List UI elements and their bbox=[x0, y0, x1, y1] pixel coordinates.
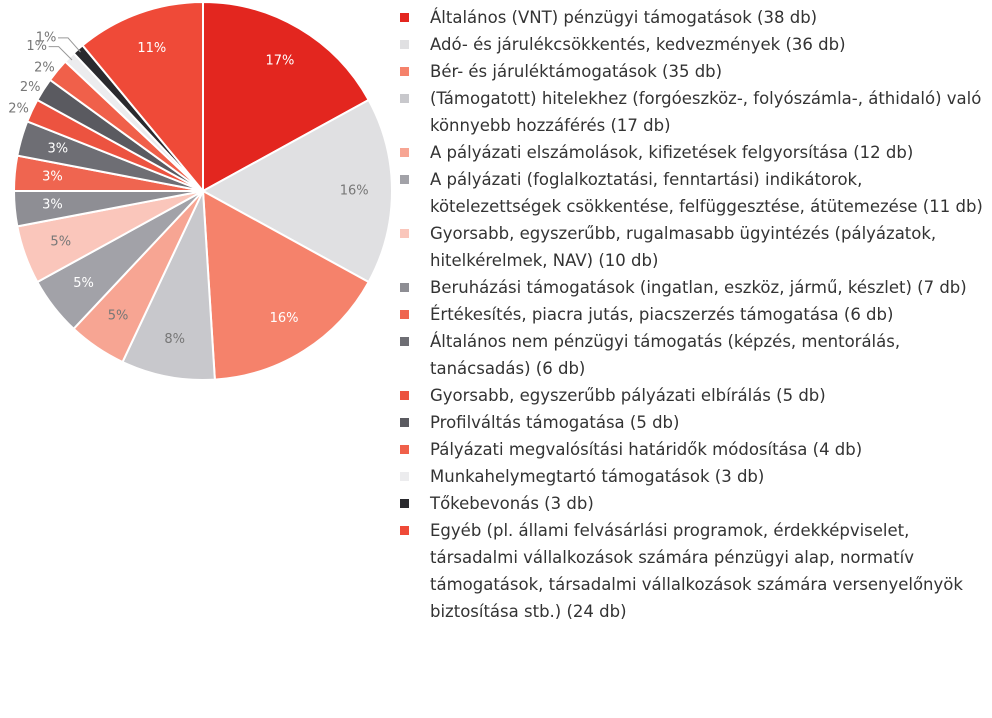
legend-item: Profilváltás támogatása (5 db) bbox=[396, 409, 988, 436]
pie-slice bbox=[81, 0, 204, 194]
legend-item: Adó- és járulékcsökkentés, kedvezmények … bbox=[396, 31, 988, 58]
slice-label: 11% bbox=[137, 41, 166, 56]
pie-chart: 17% 16% 16% 8% 5% 5% 5% 3% 3% 3% 2% 2% 2% 1%1% 11% bbox=[8, 0, 393, 381]
legend-label: Beruházási támogatások (ingatlan, eszköz… bbox=[430, 278, 967, 297]
legend-item: Általános nem pénzügyi támogatás (képzés… bbox=[396, 328, 988, 382]
legend-item: Beruházási támogatások (ingatlan, eszköz… bbox=[396, 274, 988, 301]
legend-label: Egyéb (pl. állami felvásárlási programok… bbox=[430, 521, 963, 621]
legend-swatch bbox=[400, 499, 409, 508]
slice-label: 5% bbox=[73, 276, 94, 291]
legend-item: A pályázati elszámolások, kifizetések fe… bbox=[396, 139, 988, 166]
legend-item: A pályázati (foglalkoztatási, fenntartás… bbox=[396, 166, 988, 220]
legend-swatch bbox=[400, 526, 409, 535]
pie-slice bbox=[200, 98, 393, 284]
slice-label: 2% bbox=[8, 101, 29, 116]
legend-swatch bbox=[400, 472, 409, 481]
legend-item: Általános (VNT) pénzügyi támogatások (38… bbox=[396, 4, 988, 31]
legend-label: Profilváltás támogatása (5 db) bbox=[430, 413, 680, 432]
legend-swatch bbox=[400, 445, 409, 454]
legend-label: Gyorsabb, egyszerűbb pályázati elbírálás… bbox=[430, 386, 826, 405]
slice-label: 3% bbox=[42, 169, 63, 184]
slice-label: 1% bbox=[36, 30, 57, 45]
pie-slice bbox=[201, 189, 370, 381]
legend-swatch bbox=[400, 283, 409, 292]
slice-label: 2% bbox=[34, 61, 55, 76]
slice-label: 5% bbox=[108, 309, 129, 324]
legend-swatch bbox=[400, 94, 409, 103]
legend-item: Bér- és járuléktámogatások (35 db) bbox=[396, 58, 988, 85]
legend-item: Gyorsabb, egyszerűbb pályázati elbírálás… bbox=[396, 382, 988, 409]
slice-label: 3% bbox=[42, 198, 63, 213]
slice-label: 1% bbox=[26, 39, 47, 54]
legend-swatch bbox=[400, 229, 409, 238]
legend-label: (Támogatott) hitelekhez (forgóeszköz-, f… bbox=[430, 89, 982, 135]
legend-label: A pályázati (foglalkoztatási, fenntartás… bbox=[430, 170, 983, 216]
leader-line bbox=[48, 46, 73, 61]
slice-label: 8% bbox=[164, 332, 185, 347]
legend-swatch bbox=[400, 391, 409, 400]
legend-swatch bbox=[400, 13, 409, 22]
legend-item: Munkahelymegtartó támogatások (3 db) bbox=[396, 463, 988, 490]
legend-swatch bbox=[400, 337, 409, 346]
slice-label: 2% bbox=[20, 80, 41, 95]
legend-item: Értékesítés, piacra jutás, piacszerzés t… bbox=[396, 301, 988, 328]
legend-item: (Támogatott) hitelekhez (forgóeszköz-, f… bbox=[396, 85, 988, 139]
legend-item: Tőkebevonás (3 db) bbox=[396, 490, 988, 517]
leader-line bbox=[58, 37, 81, 53]
pie-slice bbox=[121, 190, 216, 381]
legend-swatch bbox=[400, 310, 409, 319]
legend-label: Munkahelymegtartó támogatások (3 db) bbox=[430, 467, 765, 486]
legend: Általános (VNT) pénzügyi támogatások (38… bbox=[396, 4, 988, 625]
legend-swatch bbox=[400, 175, 409, 184]
legend-swatch bbox=[400, 67, 409, 76]
legend-label: Gyorsabb, egyszerűbb, rugalmasabb ügyint… bbox=[430, 224, 937, 270]
slice-label: 16% bbox=[340, 184, 369, 199]
pie-slice bbox=[202, 0, 370, 193]
legend-label: Adó- és járulékcsökkentés, kedvezmények … bbox=[430, 35, 846, 54]
slice-label: 17% bbox=[266, 53, 295, 68]
legend-label: Általános (VNT) pénzügyi támogatások (38… bbox=[430, 8, 818, 27]
legend-label: Tőkebevonás (3 db) bbox=[430, 494, 594, 513]
legend-label: A pályázati elszámolások, kifizetések fe… bbox=[430, 143, 914, 162]
slice-label: 16% bbox=[270, 311, 299, 326]
slice-label: 5% bbox=[50, 235, 71, 250]
legend-item: Gyorsabb, egyszerűbb, rugalmasabb ügyint… bbox=[396, 220, 988, 274]
legend-swatch bbox=[400, 418, 409, 427]
slice-label: 3% bbox=[47, 141, 68, 156]
legend-item: Pályázati megvalósítási határidők módosí… bbox=[396, 436, 988, 463]
legend-item: Egyéb (pl. állami felvásárlási programok… bbox=[396, 517, 988, 625]
legend-swatch bbox=[400, 148, 409, 157]
legend-swatch bbox=[400, 40, 409, 49]
legend-label: Pályázati megvalósítási határidők módosí… bbox=[430, 440, 863, 459]
legend-label: Általános nem pénzügyi támogatás (képzés… bbox=[430, 332, 901, 378]
legend-label: Bér- és járuléktámogatások (35 db) bbox=[430, 62, 723, 81]
legend-label: Értékesítés, piacra jutás, piacszerzés t… bbox=[430, 305, 894, 324]
